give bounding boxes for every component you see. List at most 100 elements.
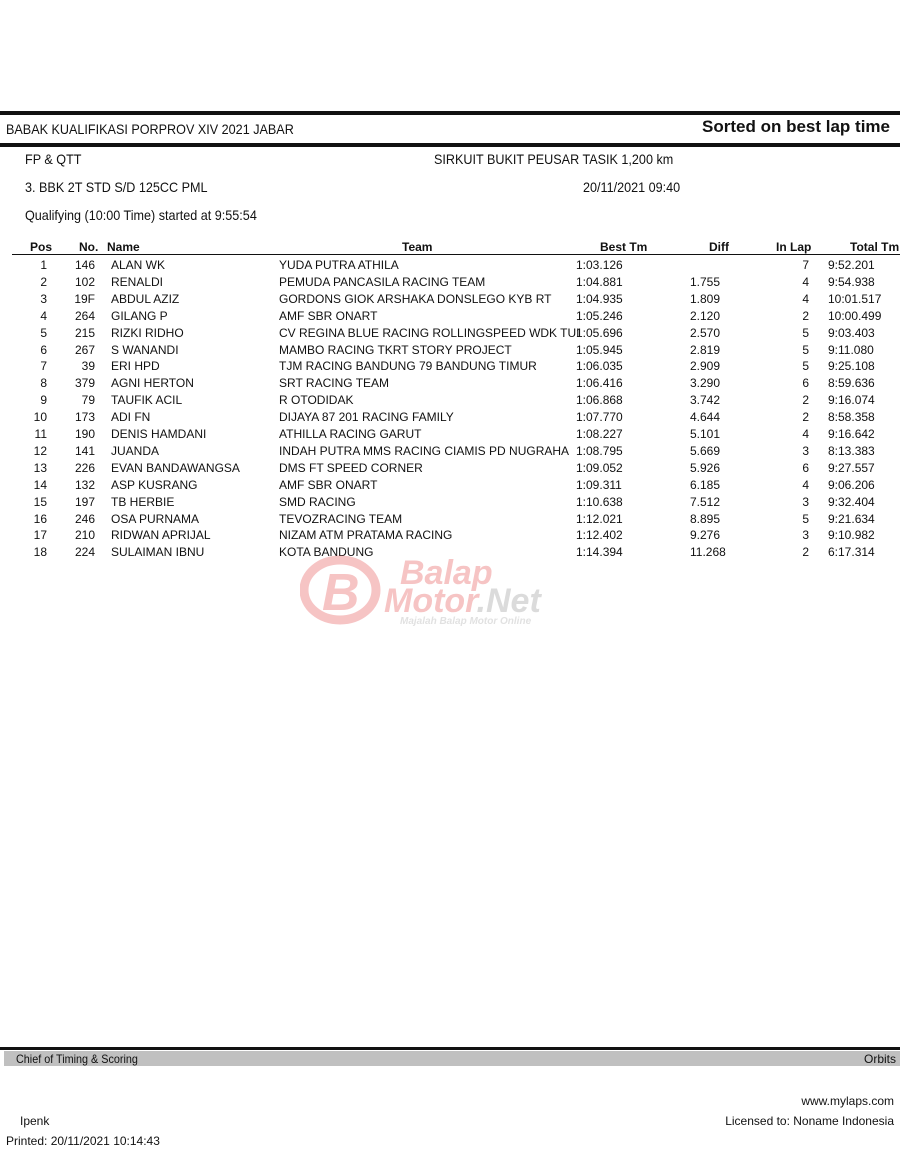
cell-team: DIJAYA 87 201 RACING FAMILY xyxy=(279,410,454,425)
footer-bar: Chief of Timing & Scoring Orbits xyxy=(4,1051,900,1066)
cell-pos: 8 xyxy=(40,376,47,391)
session-datetime: 20/11/2021 09:40 xyxy=(583,179,681,195)
cell-best-time: 1:08.795 xyxy=(576,443,623,458)
cell-diff: 2.909 xyxy=(690,359,721,374)
table-row: 3 19F ABDUL AZIZ GORDONS GIOK ARSHAKA DONSL… xyxy=(0,292,900,309)
orbits-label: Orbits xyxy=(863,1052,896,1066)
watermark-line1: Balap xyxy=(400,554,493,592)
cell-best-time: 1:05.696 xyxy=(576,325,623,340)
cell-best-time: 1:14.394 xyxy=(576,545,623,560)
col-total: Total Tm xyxy=(850,240,900,254)
cell-team: PEMUDA PANCASILA RACING TEAM xyxy=(279,274,486,289)
table-row: 4 264 GILANG P AMF SBR ONART 1:05.246 2.120 2 1… xyxy=(0,309,900,326)
watermark-b: B xyxy=(322,564,360,622)
cell-team: AMF SBR ONART xyxy=(279,477,378,492)
cell-total-time: 10:01.517 xyxy=(828,291,882,306)
cell-diff: 2.819 xyxy=(690,342,721,357)
cell-name: ABDUL AZIZ xyxy=(111,291,180,306)
cell-in-lap: 5 xyxy=(802,511,809,526)
cell-pos: 4 xyxy=(40,308,47,323)
cell-pos: 7 xyxy=(40,359,47,374)
cell-pos: 6 xyxy=(40,342,47,357)
cell-total-time: 9:52.201 xyxy=(828,258,875,272)
table-row: 8 379 AGNI HERTON SRT RACING TEAM 1:06.416 3.… xyxy=(0,376,900,393)
cell-pos: 13 xyxy=(33,460,47,475)
cell-in-lap: 3 xyxy=(802,494,809,509)
table-row: 9 79 TAUFIK ACIL R OTODIDAK 1:06.868 3.742 2 9:… xyxy=(0,393,900,410)
cell-total-time: 9:32.404 xyxy=(828,494,875,509)
cell-in-lap: 5 xyxy=(802,342,809,357)
cell-name: JUANDA xyxy=(111,443,160,458)
website: www.mylaps.com xyxy=(801,1094,894,1108)
table-row: 17 210 RIDWAN APRIJAL NIZAM ATM PRATAMA RAC… xyxy=(0,528,900,545)
cell-best-time: 1:03.126 xyxy=(576,258,623,272)
cell-name: AGNI HERTON xyxy=(111,376,194,391)
table-row: 14 132 ASP KUSRANG AMF SBR ONART 1:09.311 6.1… xyxy=(0,478,900,495)
cell-best-time: 1:12.021 xyxy=(576,511,623,526)
cell-name: ALAN WK xyxy=(111,258,166,272)
cell-diff: 4.644 xyxy=(690,410,721,425)
cell-team: TEVOZRACING TEAM xyxy=(279,511,403,526)
cell-team: GORDONS GIOK ARSHAKA DONSLEGO KYB RT xyxy=(279,291,552,306)
cell-in-lap: 2 xyxy=(802,410,809,425)
cell-team: YUDA PUTRA ATHILA xyxy=(279,258,399,272)
table-row: 10 173 ADI FN DIJAYA 87 201 RACING FAMILY 1:… xyxy=(0,410,900,427)
cell-in-lap: 3 xyxy=(802,528,809,543)
cell-total-time: 8:58.358 xyxy=(828,410,875,425)
cell-no: 146 xyxy=(74,258,95,272)
cell-name: TB HERBIE xyxy=(111,494,175,509)
cell-pos: 12 xyxy=(33,443,47,458)
cell-pos: 3 xyxy=(40,291,47,306)
cell-team: KOTA BANDUNG xyxy=(279,545,374,560)
cell-total-time: 9:25.108 xyxy=(828,359,875,374)
col-diff: Diff xyxy=(709,240,729,254)
cell-pos: 5 xyxy=(40,325,47,340)
cell-pos: 15 xyxy=(33,494,47,509)
cell-no: 226 xyxy=(74,460,95,475)
table-row: 11 190 DENIS HAMDANI ATHILLA RACING GARUT 1:… xyxy=(0,427,900,444)
cell-name: OSA PURNAMA xyxy=(111,511,200,526)
cell-team: CV REGINA BLUE RACING ROLLINGSPEED WDK T… xyxy=(279,325,580,340)
cell-total-time: 9:06.206 xyxy=(828,477,875,492)
table-row: 5 215 RIZKI RIDHO CV REGINA BLUE RACING ROL… xyxy=(0,326,900,343)
title-rule xyxy=(0,143,900,147)
watermark-logo: B Balap Motor.Net Majalah Balap Motor On… xyxy=(300,554,542,627)
cell-team: TJM RACING BANDUNG 79 BANDUNG TIMUR xyxy=(279,359,537,374)
class-name: 3. BBK 2T STD S/D 125CC PML xyxy=(25,179,208,195)
cell-no: 79 xyxy=(81,393,95,408)
cell-best-time: 1:07.770 xyxy=(576,410,623,425)
cell-in-lap: 2 xyxy=(802,393,809,408)
cell-no: 19F xyxy=(74,291,95,306)
cell-total-time: 9:16.642 xyxy=(828,427,875,441)
cell-name: ADI FN xyxy=(111,410,151,425)
chief-of-timing: Chief of Timing & Scoring xyxy=(16,1052,138,1066)
session-type: FP & QTT xyxy=(25,151,82,167)
cell-no: 197 xyxy=(74,494,95,509)
cell-diff: 5.669 xyxy=(690,443,721,458)
cell-no: 102 xyxy=(74,274,95,289)
cell-name: RIZKI RIDHO xyxy=(111,325,184,340)
cell-in-lap: 6 xyxy=(802,460,809,475)
cell-best-time: 1:12.402 xyxy=(576,528,623,543)
table-row: 18 224 SULAIMAN IBNU KOTA BANDUNG 1:14.394 11… xyxy=(0,545,900,562)
cell-team: NIZAM ATM PRATAMA RACING xyxy=(279,528,453,543)
cell-pos: 18 xyxy=(33,545,47,560)
cell-team: SRT RACING TEAM xyxy=(279,376,390,391)
cell-total-time: 9:11.080 xyxy=(828,342,874,357)
cell-no: 210 xyxy=(74,528,95,543)
cell-in-lap: 4 xyxy=(802,427,809,441)
cell-total-time: 9:10.982 xyxy=(828,528,875,543)
watermark-b-ring xyxy=(300,555,381,625)
cell-diff: 2.120 xyxy=(690,308,721,323)
cell-total-time: 8:59.636 xyxy=(828,376,875,391)
cell-name: SULAIMAN IBNU xyxy=(111,545,205,560)
cell-total-time: 9:54.938 xyxy=(828,274,875,289)
cell-best-time: 1:10.638 xyxy=(576,494,623,509)
cell-pos: 1 xyxy=(40,258,47,272)
circuit: SIRKUIT BUKIT PEUSAR TASIK 1,200 km xyxy=(434,151,674,167)
cell-name: EVAN BANDAWANGSA xyxy=(111,460,240,475)
cell-best-time: 1:06.416 xyxy=(576,376,623,391)
cell-team: DMS FT SPEED CORNER xyxy=(279,460,423,475)
cell-diff: 2.570 xyxy=(690,325,721,340)
cell-name: DENIS HAMDANI xyxy=(111,427,207,441)
